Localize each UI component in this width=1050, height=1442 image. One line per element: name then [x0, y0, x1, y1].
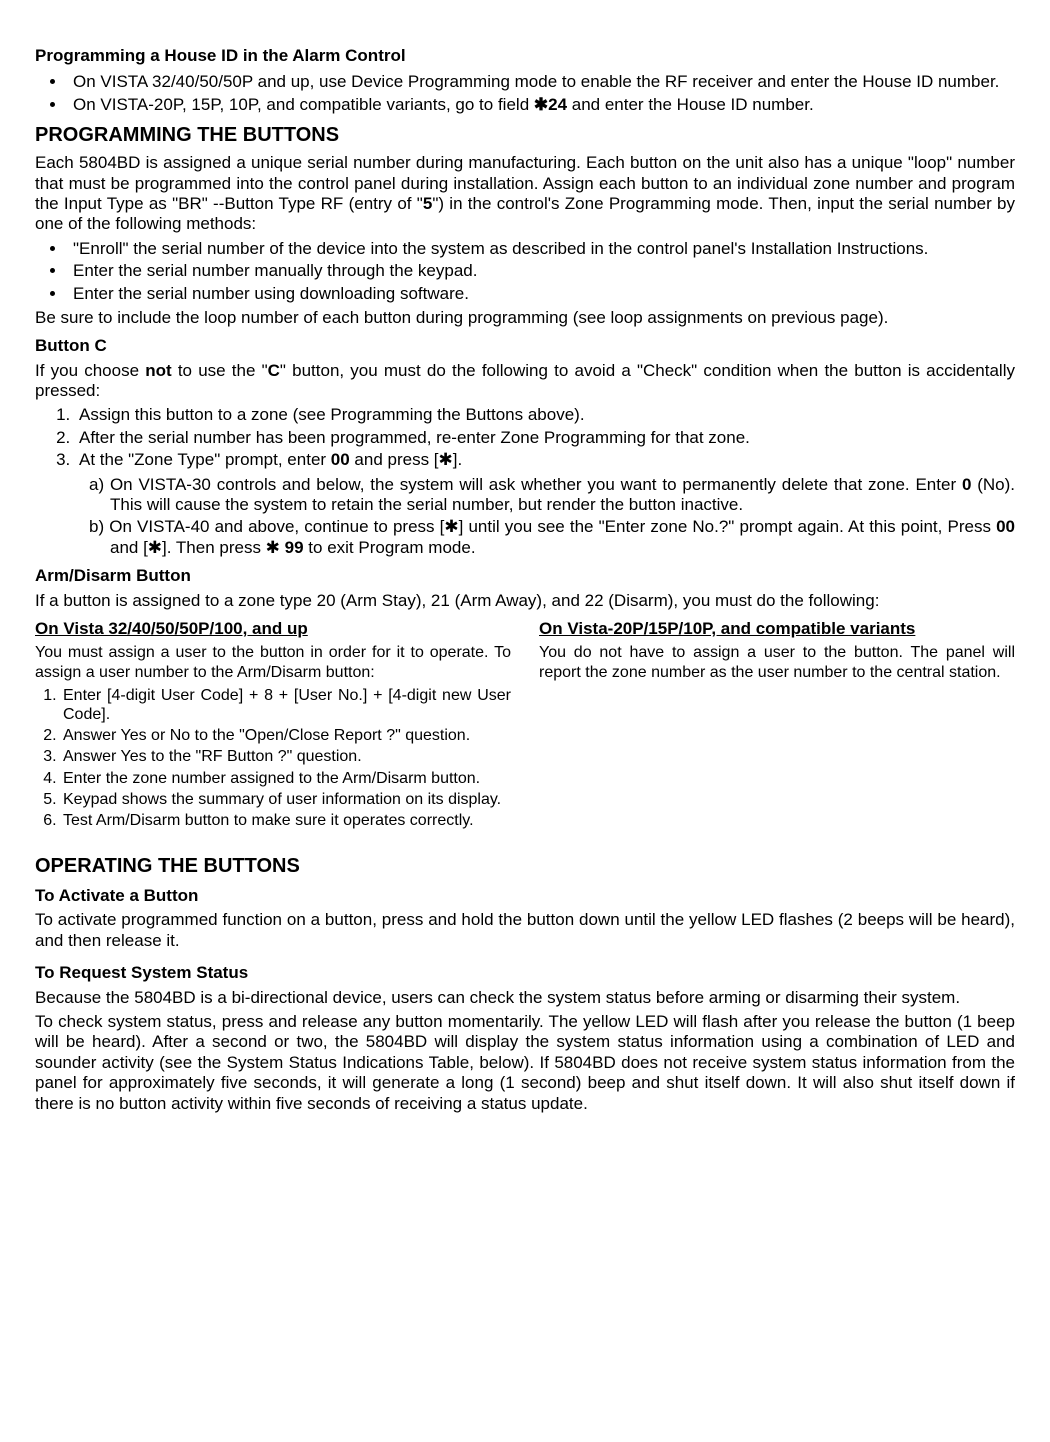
paragraph: To activate programmed function on a but…: [35, 910, 1015, 951]
list-item: Answer Yes or No to the "Open/Close Repo…: [61, 726, 511, 745]
text: On VISTA-20P, 15P, 10P, and compatible v…: [73, 95, 534, 114]
text-bold: 00: [996, 517, 1015, 536]
list-item: Keypad shows the summary of user informa…: [61, 790, 511, 809]
heading-operating-buttons: OPERATING THE BUTTONS: [35, 854, 1015, 878]
right-column: On Vista-20P/15P/10P, and compatible var…: [539, 615, 1015, 834]
text-bold: ✱24: [534, 95, 567, 114]
text-bold: 0: [962, 475, 971, 494]
text: At the "Zone Type" prompt, enter: [79, 450, 331, 469]
heading-programming-buttons: PROGRAMMING THE BUTTONS: [35, 123, 1015, 147]
heading-activate-button: To Activate a Button: [35, 886, 1015, 906]
paragraph: Be sure to include the loop number of ea…: [35, 308, 1015, 328]
list-item: At the "Zone Type" prompt, enter 00 and …: [75, 450, 1015, 470]
heading-vista-low: On Vista-20P/15P/10P, and compatible var…: [539, 619, 1015, 639]
list-item: Enter the zone number assigned to the Ar…: [61, 769, 511, 788]
paragraph: If a button is assigned to a zone type 2…: [35, 591, 1015, 611]
button-c-substeps: a) On VISTA-30 controls and below, the s…: [35, 475, 1015, 559]
heading-button-c: Button C: [35, 336, 1015, 356]
text-bold: 99: [285, 538, 304, 557]
list-item: On VISTA 32/40/50/50P and up, use Device…: [67, 72, 1015, 92]
heading-request-status: To Request System Status: [35, 963, 1015, 983]
text: and enter the House ID number.: [567, 95, 814, 114]
list-item: b) On VISTA-40 and above, continue to pr…: [89, 517, 1015, 558]
text: and [✱]. Then press ✱: [110, 538, 285, 557]
assign-user-steps: Enter [4-digit User Code] + 8 + [User No…: [35, 686, 511, 830]
list-item: After the serial number has been program…: [75, 428, 1015, 448]
heading-arm-disarm: Arm/Disarm Button: [35, 566, 1015, 586]
text: to use the ": [172, 361, 268, 380]
list-item: Enter the serial number manually through…: [67, 261, 1015, 281]
text-bold: 00: [331, 450, 350, 469]
list-item: Enter the serial number using downloadin…: [67, 284, 1015, 304]
list-item: Enter [4-digit User Code] + 8 + [User No…: [61, 686, 511, 724]
text: a) On VISTA-30 controls and below, the s…: [89, 475, 962, 494]
list-item: a) On VISTA-30 controls and below, the s…: [89, 475, 1015, 516]
text: to exit Program mode.: [304, 538, 476, 557]
text: b) On VISTA-40 and above, continue to pr…: [89, 517, 996, 536]
heading-house-id: Programming a House ID in the Alarm Cont…: [35, 46, 1015, 66]
list-item: "Enroll" the serial number of the device…: [67, 239, 1015, 259]
serial-methods-list: "Enroll" the serial number of the device…: [35, 239, 1015, 304]
paragraph: You do not have to assign a user to the …: [539, 643, 1015, 681]
house-id-list: On VISTA 32/40/50/50P and up, use Device…: [35, 72, 1015, 115]
text-bold: not: [145, 361, 171, 380]
two-column-region: On Vista 32/40/50/50P/100, and up You mu…: [35, 615, 1015, 834]
list-item: Test Arm/Disarm button to make sure it o…: [61, 811, 511, 830]
paragraph: To check system status, press and releas…: [35, 1012, 1015, 1114]
text: and press [✱].: [350, 450, 463, 469]
list-item: Answer Yes to the "RF Button ?" question…: [61, 747, 511, 766]
paragraph: Because the 5804BD is a bi-directional d…: [35, 988, 1015, 1008]
list-item: On VISTA-20P, 15P, 10P, and compatible v…: [67, 95, 1015, 115]
paragraph: If you choose not to use the "C" button,…: [35, 361, 1015, 402]
paragraph: You must assign a user to the button in …: [35, 643, 511, 681]
text: If you choose: [35, 361, 145, 380]
list-item: Assign this button to a zone (see Progra…: [75, 405, 1015, 425]
heading-vista-high: On Vista 32/40/50/50P/100, and up: [35, 619, 511, 639]
button-c-steps: Assign this button to a zone (see Progra…: [35, 405, 1015, 470]
text-bold: C: [268, 361, 280, 380]
text-bold: 5: [423, 194, 432, 213]
left-column: On Vista 32/40/50/50P/100, and up You mu…: [35, 615, 511, 834]
paragraph: Each 5804BD is assigned a unique serial …: [35, 153, 1015, 235]
